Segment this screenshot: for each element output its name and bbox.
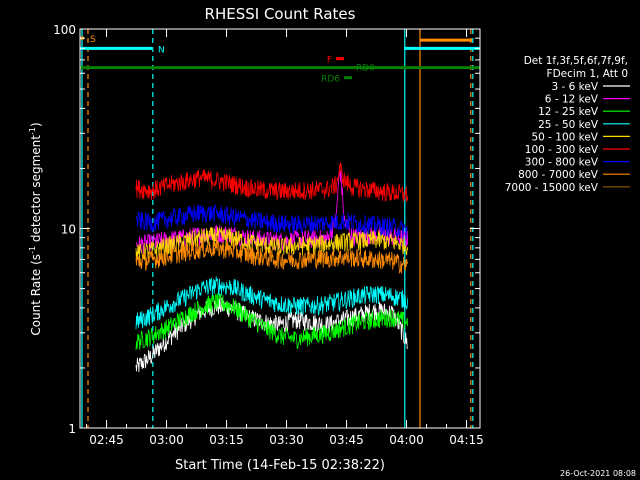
x-tick-label: 03:15 (209, 433, 244, 447)
flag-label: RD6 (321, 75, 340, 85)
chart-title: RHESSI Count Rates (205, 5, 356, 23)
legend-label: 800 - 7000 keV (518, 169, 599, 181)
series-line (135, 292, 409, 351)
flag-label: S (90, 35, 96, 45)
y-axis-label: Count Rate (s-1 detector segment-1) (28, 122, 43, 335)
y-tick-label: 1 (68, 422, 76, 436)
x-tick-label: 04:00 (389, 433, 424, 447)
series-line (135, 204, 409, 239)
plot-area: S N RD0 F RD6 (79, 28, 481, 429)
legend-label: 6 - 12 keV (545, 94, 599, 106)
legend-label: 12 - 25 keV (538, 106, 599, 118)
series-line (135, 226, 409, 263)
series-line (135, 162, 409, 202)
x-tick-label: 03:00 (149, 433, 184, 447)
y-axis: 1 10 100 (53, 23, 480, 436)
x-tick-label: 04:15 (449, 433, 484, 447)
legend-label: 50 - 100 keV (531, 131, 598, 143)
y-axis-label-mid: detector segment (29, 135, 43, 246)
y-axis-label-end: ) (29, 122, 43, 127)
x-tick-label: 02:45 (89, 433, 124, 447)
x-tick-label: 03:30 (269, 433, 304, 447)
legend-header-line-2: FDecim 1, Att 0 (547, 68, 628, 80)
y-axis-label-main: Count Rate (s (29, 254, 43, 336)
legend-header-line-1: Det 1f,3f,5f,6f,7f,9f, (524, 55, 628, 67)
series-line (135, 297, 408, 373)
y-tick-label: 100 (53, 23, 76, 37)
legend-label: 300 - 800 keV (525, 157, 599, 169)
legend-label: 100 - 300 keV (525, 144, 599, 156)
footer-date: 26-Oct-2021 08:08 (560, 469, 636, 478)
legend-label: 7000 - 15000 keV (505, 182, 599, 194)
legend: Det 1f,3f,5f,6f,7f,9f, FDecim 1, Att 0 3… (505, 55, 630, 194)
legend-label: 3 - 6 keV (551, 81, 598, 93)
x-axis: 02:45 03:00 03:15 03:30 03:45 04:00 04:15 (86, 29, 484, 447)
flag-label: N (158, 45, 165, 55)
y-axis-label-sup2: -1 (28, 127, 37, 135)
series-line (135, 238, 409, 274)
flag-label: F (327, 56, 332, 66)
x-tick-label: 03:45 (329, 433, 364, 447)
x-axis-label: Start Time (14-Feb-15 02:38:22) (175, 458, 385, 473)
y-tick-label: 10 (61, 223, 76, 237)
y-axis-label-sup1: -1 (28, 246, 37, 254)
flag-label: RD0 (356, 64, 375, 74)
series-line (135, 276, 409, 330)
legend-label: 25 - 50 keV (538, 119, 599, 131)
